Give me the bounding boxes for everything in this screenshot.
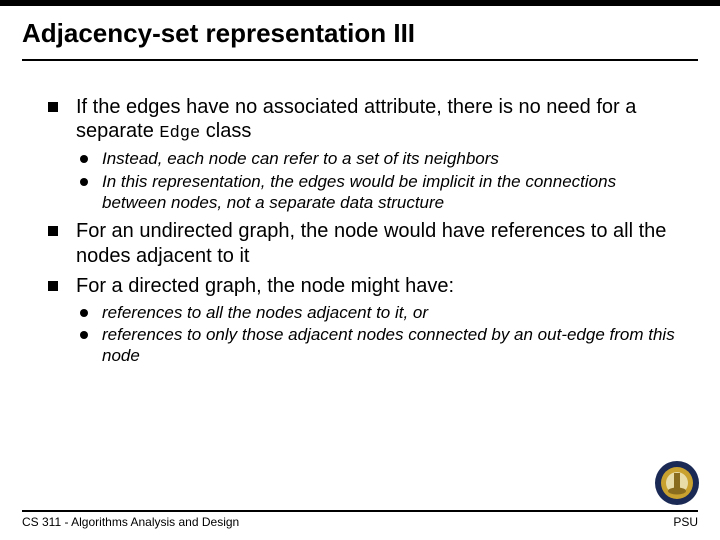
bullet-text: For a directed graph, the node might hav… [76,275,454,297]
sub-bullet-item: references to only those adjacent nodes … [76,325,684,366]
sub-bullet-item: In this representation, the edges would … [76,172,684,213]
footer-right: PSU [673,515,698,529]
bullet-item: If the edges have no associated attribut… [46,95,684,213]
bullet-item: For an undirected graph, the node would … [46,219,684,268]
code-span: Edge [159,124,200,143]
bullet-list: If the edges have no associated attribut… [46,95,684,367]
sub-bullet-list: references to all the nodes adjacent to … [76,303,684,367]
bullet-text: For an undirected graph, the node would … [76,220,666,266]
slide-title: Adjacency-set representation III [0,6,720,53]
bullet-text: class [200,120,251,142]
footer: CS 311 - Algorithms Analysis and Design … [0,512,720,540]
sub-bullet-item: references to all the nodes adjacent to … [76,303,684,324]
bullet-item: For a directed graph, the node might hav… [46,274,684,367]
sub-bullet-item: Instead, each node can refer to a set of… [76,149,684,170]
footer-left: CS 311 - Algorithms Analysis and Design [22,515,239,529]
seal-icon [654,460,700,506]
slide-body: If the edges have no associated attribut… [0,61,720,367]
sub-bullet-list: Instead, each node can refer to a set of… [76,149,684,213]
